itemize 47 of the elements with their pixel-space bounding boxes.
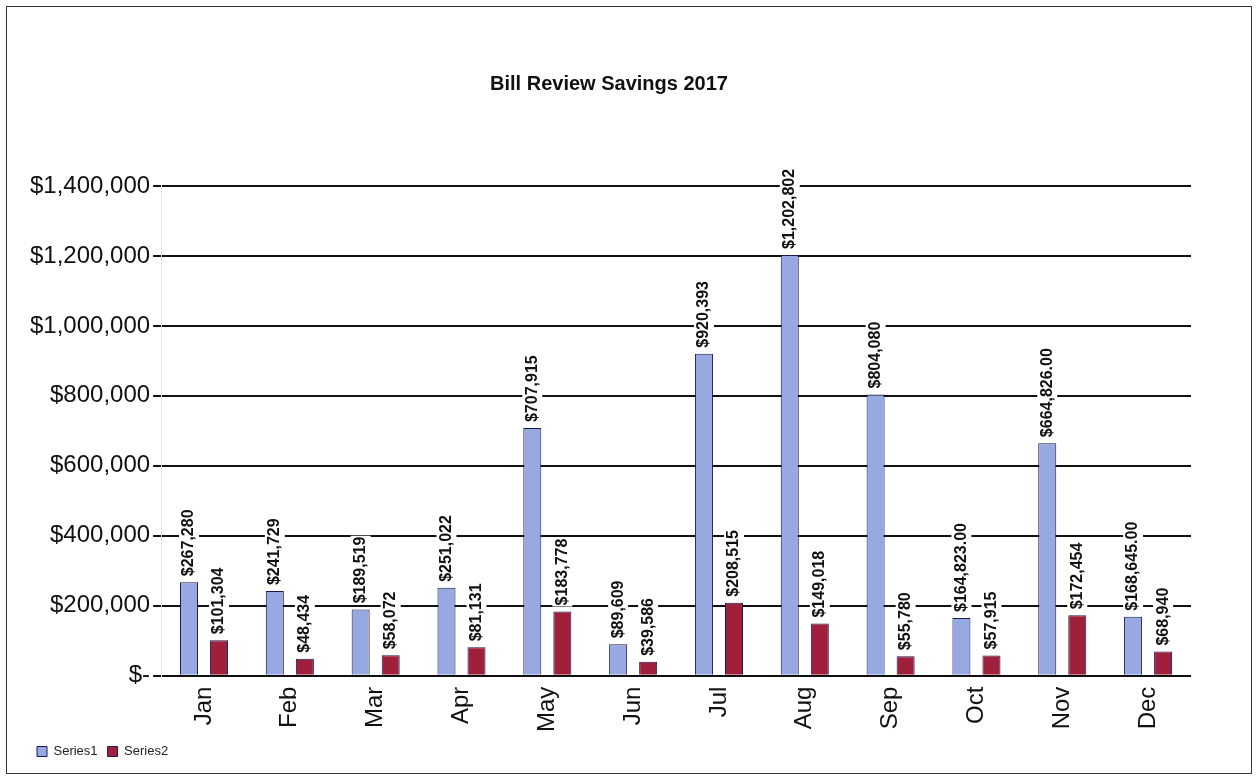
data-label: $172,454 bbox=[1067, 542, 1085, 610]
data-label: $920,393 bbox=[694, 280, 712, 348]
chart-title: Bill Review Savings 2017 bbox=[490, 71, 728, 94]
data-label: $208,515 bbox=[724, 529, 742, 597]
y-tick-label: $- bbox=[128, 660, 151, 688]
data-label: $39,586 bbox=[638, 597, 656, 656]
data-label: $267,280 bbox=[179, 509, 197, 577]
x-tick-label: Jun bbox=[617, 686, 645, 726]
x-tick-label: Mar bbox=[360, 686, 388, 728]
x-tick-label: May bbox=[531, 686, 559, 732]
data-label: $101,304 bbox=[209, 567, 227, 635]
data-label: $189,519 bbox=[351, 536, 369, 604]
y-tick-label: $1,200,000 bbox=[29, 240, 151, 268]
x-tick-label: Apr bbox=[446, 686, 474, 725]
legend-label: Series2 bbox=[124, 743, 169, 759]
data-label: $55,780 bbox=[896, 592, 914, 651]
x-tick-label: Oct bbox=[961, 686, 989, 724]
data-label: $707,915 bbox=[522, 355, 540, 423]
x-tick-label: Sep bbox=[875, 686, 903, 730]
x-tick-label: Feb bbox=[274, 686, 302, 729]
x-tick-label: Jan bbox=[188, 686, 216, 726]
y-tick-label: $200,000 bbox=[50, 590, 151, 618]
data-label: $68,940 bbox=[1153, 587, 1171, 646]
data-label: $241,729 bbox=[265, 518, 283, 586]
x-tick-label: Aug bbox=[789, 686, 817, 730]
data-label: $664,826.00 bbox=[1037, 348, 1055, 438]
x-tick-label: Nov bbox=[1046, 686, 1074, 730]
data-label: $164,823.00 bbox=[951, 522, 969, 613]
y-tick-label: $400,000 bbox=[50, 520, 151, 548]
y-tick-label: $1,000,000 bbox=[29, 310, 151, 338]
data-label: $48,434 bbox=[295, 594, 313, 653]
legend-label: Series1 bbox=[53, 743, 98, 759]
y-tick-label: $800,000 bbox=[50, 380, 151, 408]
y-tick-label: $600,000 bbox=[50, 450, 151, 478]
data-label: $183,778 bbox=[552, 538, 570, 606]
data-label: $149,018 bbox=[810, 550, 828, 618]
data-label: $804,080 bbox=[866, 321, 883, 389]
data-label: $251,022 bbox=[436, 515, 454, 582]
data-label: $58,072 bbox=[381, 591, 399, 650]
y-tick-label: $1,400,000 bbox=[29, 170, 151, 198]
x-tick-label: Dec bbox=[1132, 686, 1160, 730]
data-label: $1,202,802 bbox=[780, 168, 798, 249]
data-label: $168,645.00 bbox=[1123, 521, 1141, 611]
data-label: $89,609 bbox=[608, 580, 626, 639]
x-tick-label: Jul bbox=[703, 686, 731, 718]
data-label: $81,131 bbox=[466, 583, 484, 642]
data-label: $57,915 bbox=[981, 591, 999, 650]
